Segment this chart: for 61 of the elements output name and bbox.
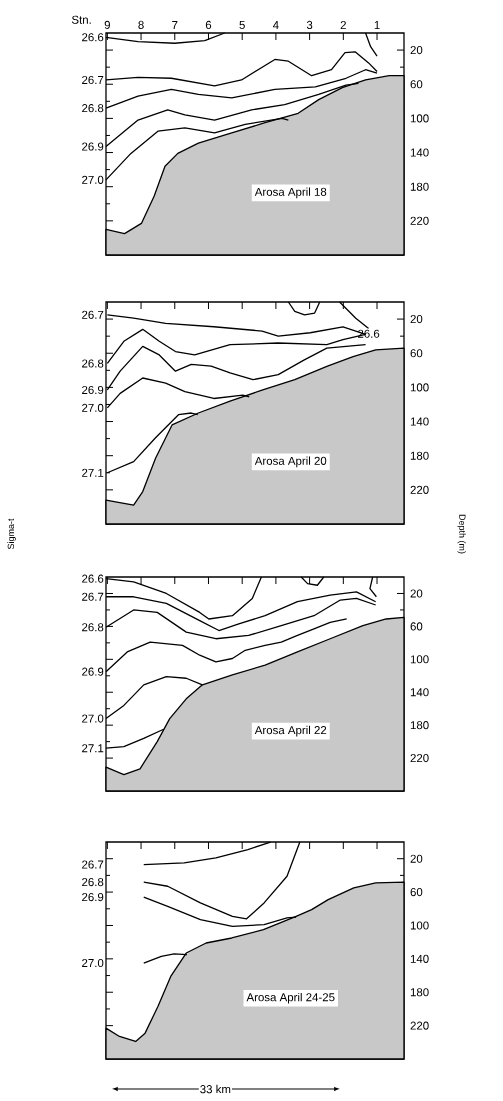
legend-label: 26.7 [82,860,104,869]
y-tick-label: 140 [410,688,429,697]
y-tick-label: 100 [410,655,429,664]
y-axis-title: Depth (m) [457,514,466,554]
y-tick-label: 140 [410,954,429,963]
legend-label: 27.1 [82,744,104,753]
legend-label: 27.0 [82,175,104,184]
y-tick-label: 220 [410,485,429,494]
y-tick-label: 60 [410,80,423,89]
y-tick-label: 20 [410,589,423,598]
x-tick-label: 7 [172,21,178,29]
legend-label: 27.0 [82,714,104,723]
y-tick-label: 100 [410,114,429,123]
y-tick-label: 180 [410,451,429,460]
legend-label: 26.8 [82,104,104,113]
x-tick-label: 5 [239,21,245,29]
legend-label: 26.9 [82,385,104,395]
y-tick-label: 180 [410,721,429,730]
legend-label: 26.6 [82,33,104,42]
legend-label: 26.7 [82,592,104,601]
legend-label: 26.9 [82,667,104,676]
legend-label: 26.9 [82,893,104,902]
legend-label: 26.7 [82,310,104,319]
y-tick-label: 180 [410,988,429,997]
legend-label: 26.9 [82,142,104,151]
y-tick-label: 60 [410,349,423,358]
text: 33 km [200,1084,231,1094]
y-tick-label: 140 [410,148,429,157]
y-tick-label: 140 [410,417,429,426]
legend-label: 26.8 [82,623,104,632]
y-tick-label: 60 [410,622,423,631]
text: Arosa April 18 [254,187,327,199]
x-tick-label: 8 [138,20,144,29]
text: Arosa April 24-25 [246,992,335,1004]
x-axis-title: Stn. [71,15,91,24]
legend-label: 26.8 [82,359,104,368]
y-tick-label: 20 [410,854,423,863]
x-tick-label: 1 [374,21,380,29]
y-tick-label: 60 [410,888,423,897]
y-tick-label: 100 [410,921,429,930]
y-tick-label: 220 [410,216,429,225]
legend-label: 26.6 [82,574,104,583]
x-tick-label: 6 [205,20,212,29]
y-tick-label: 220 [410,754,429,763]
legend-label: 26.7 [82,75,104,85]
legend-label: 27.0 [82,958,104,968]
x-tick-label: 4 [272,21,279,29]
x-tick-label: 2 [340,20,346,29]
legend-label: 27.0 [82,403,104,412]
legend-label: 27.1 [82,468,104,477]
text: Arosa April 22 [254,725,327,737]
legend-label: 26.8 [82,878,104,887]
text: Sigma-t [7,518,16,550]
x-tick-label: 9 [104,20,110,29]
y-tick-label: 20 [410,46,423,55]
y-tick-label: 20 [410,315,423,324]
y-tick-label: 180 [410,182,429,191]
y-tick-label: 220 [410,1021,429,1030]
y-tick-label: 100 [410,383,429,392]
x-tick-label: 3 [306,20,313,29]
text: Arosa April 20 [254,456,327,468]
